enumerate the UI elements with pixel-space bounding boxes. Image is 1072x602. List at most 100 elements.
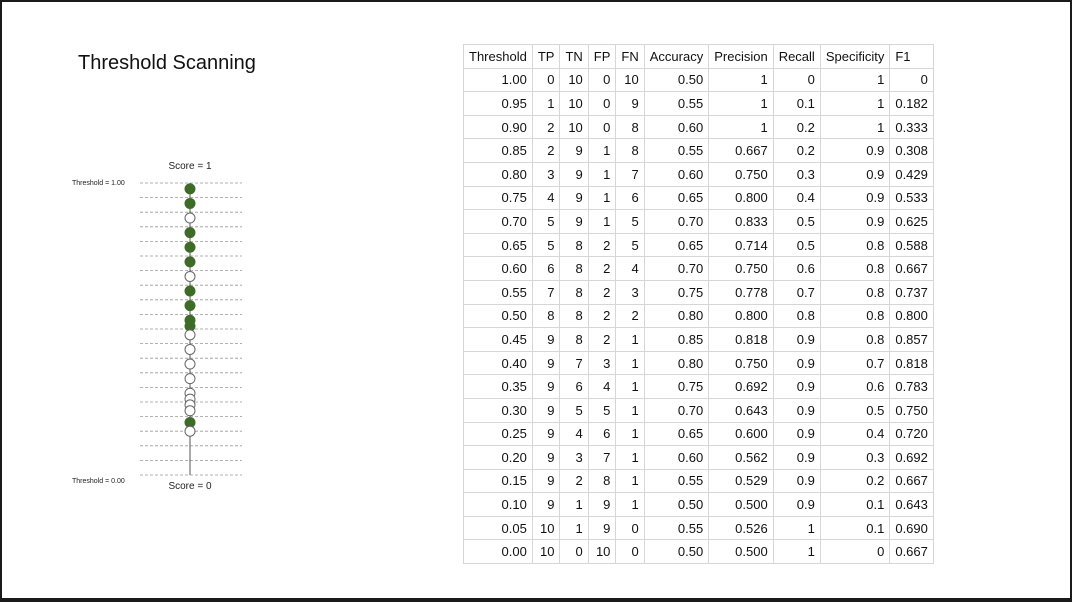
table-cell: 0.25 <box>463 421 533 447</box>
table-cell: 9 <box>531 492 561 517</box>
table-cell: 2 <box>559 468 589 494</box>
table-row: 0.35 9 6 4 1 0.75 0.692 0.9 0.6 0.783 <box>463 374 934 399</box>
table-cell: 0.10 <box>463 492 533 517</box>
table-row: 0.10 9 1 9 1 0.50 0.500 0.9 0.1 0.643 <box>463 492 934 517</box>
table-cell: 0.4 <box>772 185 821 211</box>
table-cell: 9 <box>531 397 561 423</box>
table-cell: 0.70 <box>643 256 710 281</box>
table-cell: 3 <box>615 279 645 305</box>
table-cell: 1 <box>615 374 645 399</box>
table-cell: 1 <box>531 91 561 116</box>
table-cell: 0.9 <box>772 492 821 517</box>
table-cell: 10 <box>531 539 561 565</box>
column-header: FN <box>615 44 645 69</box>
table-cell: 9 <box>587 492 617 517</box>
table-cell: 0.90 <box>463 114 533 140</box>
table-cell: 1 <box>819 114 891 140</box>
table-cell: 0.182 <box>889 91 934 116</box>
table-cell: 0.500 <box>708 492 774 517</box>
table-cell: 8 <box>559 256 589 281</box>
table-cell: 0.9 <box>772 468 821 494</box>
table-cell: 9 <box>531 421 561 447</box>
table-cell: 1 <box>615 350 645 376</box>
table-cell: 0.3 <box>819 445 891 470</box>
table-cell: 0.778 <box>708 279 774 305</box>
table-cell: 2 <box>587 256 617 281</box>
table-cell: 7 <box>559 350 589 376</box>
table-cell: 8 <box>559 279 589 305</box>
positive-point <box>184 227 196 239</box>
table-cell: 5 <box>531 232 561 258</box>
table-cell: 10 <box>559 114 589 140</box>
table-cell: 1 <box>615 397 645 423</box>
table-cell: 8 <box>559 327 589 352</box>
table-cell: 0.9 <box>772 350 821 376</box>
table-cell: 1 <box>615 445 645 470</box>
table-cell: 8 <box>559 303 589 329</box>
table-row: 0.75 4 9 1 6 0.65 0.800 0.4 0.9 0.533 <box>463 185 934 211</box>
column-header: Specificity <box>819 44 891 69</box>
table-cell: 0.60 <box>643 445 710 470</box>
table-row: 0.70 5 9 1 5 0.70 0.833 0.5 0.9 0.625 <box>463 209 934 234</box>
table-row: 0.90 2 10 0 8 0.60 1 0.2 1 0.333 <box>463 114 934 140</box>
table-cell: 0 <box>587 114 617 140</box>
table-cell: 0.667 <box>708 138 774 163</box>
table-cell: 1 <box>559 492 589 517</box>
negative-point <box>184 270 196 282</box>
table-cell: 0.737 <box>889 279 934 305</box>
table-cell: 0.3 <box>772 161 821 187</box>
table-cell: 0.692 <box>708 374 774 399</box>
table-cell: 0.55 <box>643 468 710 494</box>
table-cell: 9 <box>531 374 561 399</box>
positive-point <box>184 183 196 195</box>
table-row: 0.30 9 5 5 1 0.70 0.643 0.9 0.5 0.750 <box>463 397 934 423</box>
table-cell: 0 <box>772 67 821 93</box>
table-cell: 2 <box>587 279 617 305</box>
table-cell: 1 <box>708 91 774 116</box>
table-cell: 0.05 <box>463 515 533 541</box>
table-row: 1.00 0 10 0 10 0.50 1 0 1 0 <box>463 67 934 93</box>
table-row: 0.60 6 8 2 4 0.70 0.750 0.6 0.8 0.667 <box>463 256 934 281</box>
table-cell: 0.9 <box>772 327 821 352</box>
table-cell: 10 <box>559 67 589 93</box>
table-cell: 5 <box>559 397 589 423</box>
table-cell: 0.667 <box>889 256 934 281</box>
table-cell: 0.526 <box>708 515 774 541</box>
table-cell: 0.8 <box>819 303 891 329</box>
table-cell: 0 <box>587 91 617 116</box>
table-cell: 0.40 <box>463 350 533 376</box>
table-cell: 5 <box>531 209 561 234</box>
table-cell: 0.720 <box>889 421 934 447</box>
table-row: 0.20 9 3 7 1 0.60 0.562 0.9 0.3 0.692 <box>463 445 934 470</box>
table-cell: 1 <box>559 515 589 541</box>
page-title: Threshold Scanning <box>78 52 256 74</box>
table-cell: 0.1 <box>772 91 821 116</box>
table-cell: 5 <box>615 232 645 258</box>
table-cell: 1 <box>819 91 891 116</box>
table-cell: 6 <box>559 374 589 399</box>
table-cell: 0.5 <box>772 209 821 234</box>
table-cell: 0.75 <box>643 279 710 305</box>
table-row: 0.25 9 4 6 1 0.65 0.600 0.9 0.4 0.720 <box>463 421 934 447</box>
table-cell: 0.75 <box>463 185 533 211</box>
table-cell: 0.667 <box>889 468 934 494</box>
table-cell: 0.9 <box>819 138 891 163</box>
column-header: Precision <box>708 44 774 69</box>
table-cell: 0.80 <box>463 161 533 187</box>
table-cell: 0.9 <box>772 374 821 399</box>
table-cell: 0.588 <box>889 232 934 258</box>
table-cell: 9 <box>559 185 589 211</box>
table-cell: 9 <box>587 515 617 541</box>
table-cell: 0.500 <box>708 539 774 565</box>
table-cell: 0.70 <box>643 209 710 234</box>
table-cell: 4 <box>559 421 589 447</box>
table-header-row: Threshold TP TN FP FN Accuracy Precision Recall… <box>463 44 934 69</box>
table-cell: 8 <box>587 468 617 494</box>
table-cell: 0.562 <box>708 445 774 470</box>
table-cell: 0.75 <box>643 374 710 399</box>
column-header: TN <box>559 44 589 69</box>
table-cell: 0.9 <box>819 185 891 211</box>
table-cell: 0.8 <box>819 256 891 281</box>
table-cell: 4 <box>615 256 645 281</box>
